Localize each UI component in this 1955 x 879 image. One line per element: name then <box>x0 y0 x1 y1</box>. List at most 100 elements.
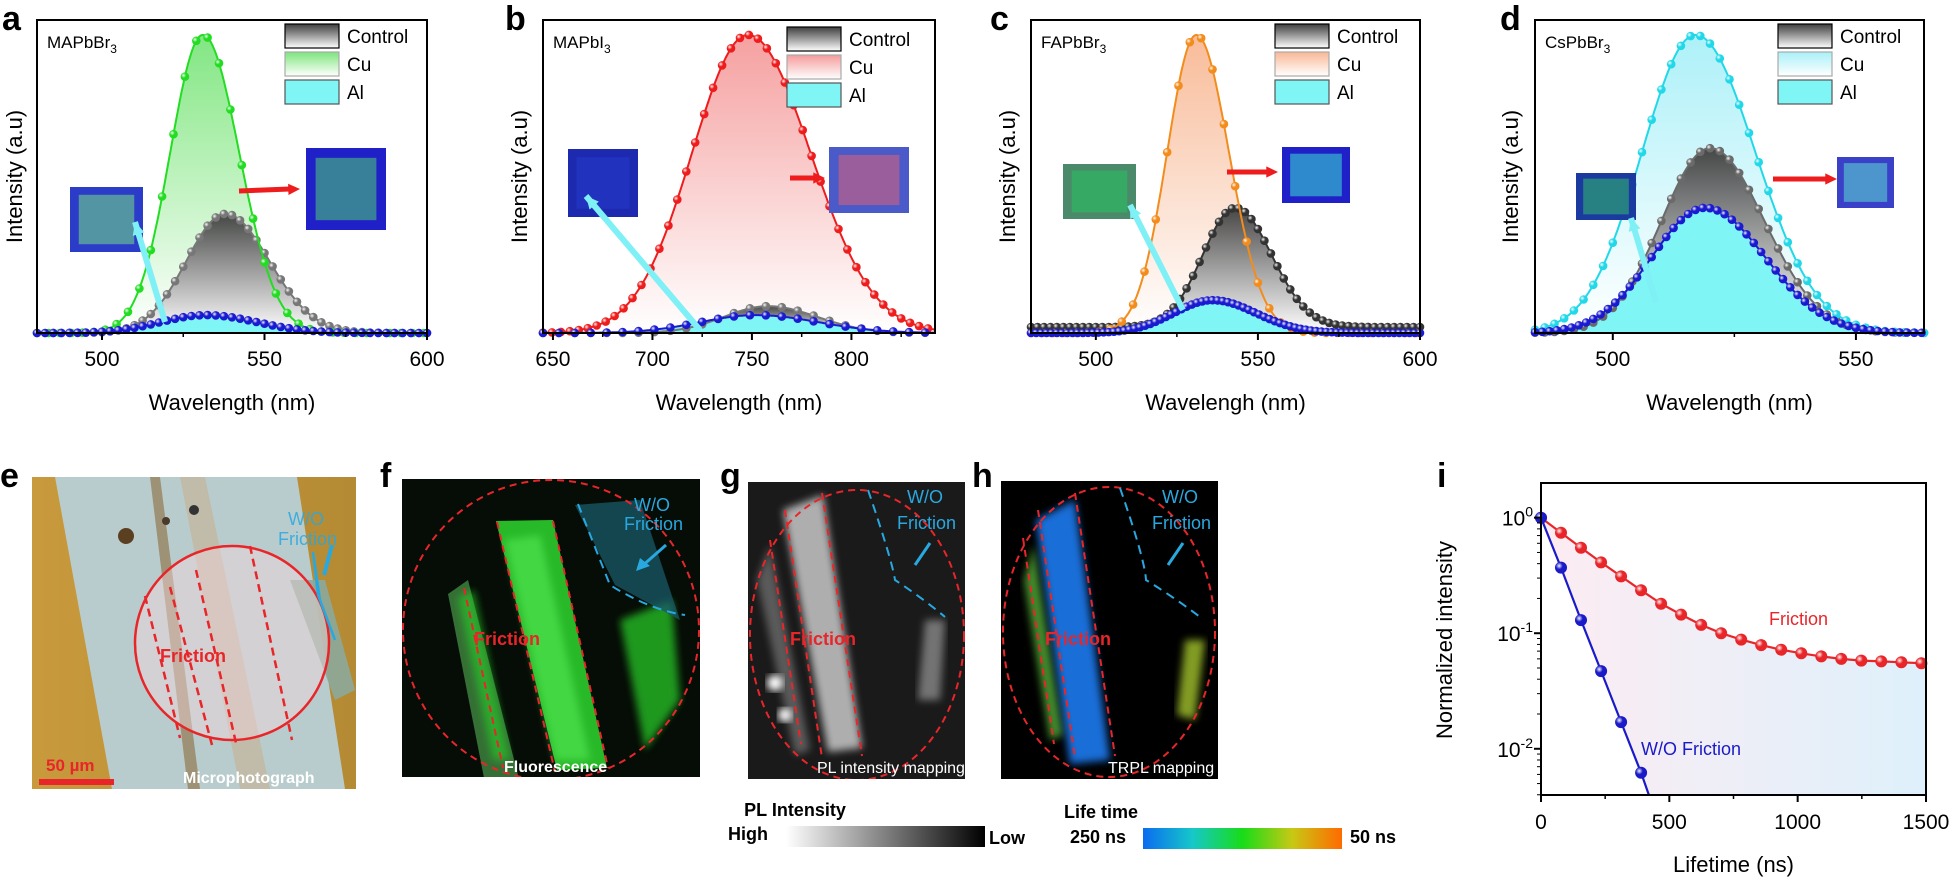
marker-highlight-al-d <box>1873 326 1883 336</box>
inset-photo-sample-l-a <box>78 194 135 245</box>
marker-highlight-cu-a <box>271 289 281 298</box>
decay-point-highlight-friction <box>1875 655 1888 668</box>
decay-point-highlight-wo-friction <box>1575 614 1587 627</box>
marker-highlight-al-a <box>235 314 245 324</box>
marker-highlight-al-d <box>1880 327 1890 336</box>
decay-point-highlight-friction <box>1675 608 1688 621</box>
arrowhead-red-a <box>288 183 300 196</box>
arrow-cyan-c <box>1127 203 1186 312</box>
marker-highlight-al-a <box>146 320 156 329</box>
marker-highlight-control-d <box>1686 158 1695 167</box>
wo-friction-label-g-1: W/O <box>907 487 943 507</box>
marker-highlight-al-d <box>1662 232 1671 242</box>
panel-letter-d: d <box>1500 0 1521 38</box>
marker-highlight-al-d <box>1829 316 1839 325</box>
y-tick-label-i: 100 <box>1502 504 1533 531</box>
wo-friction-label-f-1: W/O <box>634 495 670 515</box>
marker-highlight-cu-d <box>1569 306 1579 315</box>
marker-highlight-cu-d <box>1550 319 1559 329</box>
marker-highlight-al-d <box>1567 323 1576 332</box>
marker-highlight-al-a <box>130 323 139 333</box>
legend-label-al-c: Al <box>1337 83 1354 104</box>
decay-point-highlight-friction <box>1595 556 1608 569</box>
marker-highlight-cu-d <box>1803 276 1812 286</box>
friction-label-h: Friction <box>1045 629 1111 649</box>
colorbar-lifetime-title: Life time <box>1064 802 1138 822</box>
arrowhead-cyan-c <box>1130 205 1142 219</box>
marker-highlight-cu-d <box>1773 213 1783 223</box>
marker-highlight-al-d <box>1720 209 1729 219</box>
marker-highlight-cu-d <box>1666 59 1676 69</box>
marker-highlight-al-d <box>1538 327 1547 337</box>
wo-friction-label-h-1: W/O <box>1162 487 1198 507</box>
caption-trpl-mapping: TRPL mapping <box>1108 760 1214 777</box>
marker-highlight-cu-c <box>1162 147 1172 157</box>
marker-highlight-control-a <box>187 247 196 256</box>
panel-letter-c: c <box>990 0 1009 38</box>
decay-point-highlight-friction <box>1655 597 1668 610</box>
marker-highlight-al-b <box>666 323 675 332</box>
plot-frame-d <box>1534 19 1925 334</box>
x-tick-label-a: 500 <box>84 348 119 371</box>
marker-highlight-cu-b <box>690 138 700 147</box>
legend-swatch-cu-b <box>786 54 842 80</box>
area-cu-a <box>37 34 427 334</box>
sample-label-c: FAPbBr3 <box>1041 33 1107 56</box>
marker-highlight-cu-c <box>1128 300 1138 309</box>
decay-point-highlight-wo-friction <box>1635 766 1648 779</box>
y-axis-title-c: Intensity (a.u) <box>995 110 1020 243</box>
marker-highlight-control-c <box>1279 274 1289 283</box>
marker-highlight-cu-b <box>762 44 772 53</box>
marker-highlight-al-d <box>1683 209 1693 219</box>
y-axis-title-a: Intensity (a.u) <box>2 110 27 243</box>
marker-highlight-cu-b <box>807 151 816 161</box>
marker-highlight-control-c <box>1253 224 1263 234</box>
marker-highlight-cu-a <box>248 214 258 223</box>
marker-highlight-control-b <box>793 306 802 316</box>
marker-highlight-cu-d <box>1589 280 1598 290</box>
area-control-a <box>37 213 427 333</box>
marker-highlight-control-d <box>1773 244 1783 253</box>
marker-highlight-control-c <box>1078 322 1088 332</box>
marker-highlight-control-d <box>1705 143 1715 153</box>
decay-point-highlight-wo-friction <box>1555 561 1567 574</box>
arrow-cyan-d <box>1628 217 1659 303</box>
marker-highlight-cu-d <box>1608 238 1618 247</box>
marker-highlight-al-b <box>825 319 834 329</box>
marker-highlight-al-b <box>745 310 755 320</box>
marker-highlight-al-d <box>1778 274 1788 284</box>
marker-highlight-control-c <box>1305 308 1315 317</box>
marker-highlight-al-d <box>1771 266 1780 275</box>
y-tick-label-i: 10-1 <box>1497 619 1533 646</box>
marker-highlight-cu-b <box>682 167 691 176</box>
x-axis-title-i: Lifetime (ns) <box>1673 852 1794 877</box>
marker-highlight-control-c <box>1240 207 1250 217</box>
inset-photo-sample-r-b <box>838 154 900 206</box>
marker-highlight-cu-b <box>771 58 781 68</box>
marker-highlight-al-d <box>1793 290 1802 300</box>
marker-highlight-cu-b <box>887 308 897 317</box>
marker-highlight-control-c <box>1260 236 1269 245</box>
marker-highlight-al-d <box>1749 238 1759 248</box>
x-tick-label-c: 550 <box>1240 348 1275 371</box>
friction-label-f: Friction <box>474 629 540 649</box>
marker-highlight-al-a <box>154 318 164 327</box>
marker-highlight-control-c <box>1195 257 1204 267</box>
scale-bar-label: 50 µm <box>46 756 95 775</box>
marker-highlight-cu-c <box>1174 81 1183 90</box>
marker-highlight-control-d <box>1725 155 1734 164</box>
marker-highlight-al-b <box>777 312 787 321</box>
marker-highlight-cu-b <box>655 244 664 253</box>
annotation-friction: Friction <box>1769 609 1828 629</box>
marker-highlight-control-a <box>300 306 310 315</box>
marker-highlight-al-d <box>1858 324 1868 334</box>
marker-highlight-cu-c <box>1140 267 1149 276</box>
inset-photo-sample-r-c <box>1290 153 1342 197</box>
marker-highlight-al-d <box>1807 303 1817 312</box>
marker-highlight-cu-b <box>896 314 906 323</box>
arrow-cyan-a <box>132 221 168 323</box>
marker-highlight-cu-a <box>192 36 201 46</box>
caption-pl-intensity-mapping: PL intensity mapping <box>817 760 965 777</box>
marker-highlight-control-d <box>1715 146 1725 156</box>
marker-highlight-al-a <box>292 325 302 334</box>
